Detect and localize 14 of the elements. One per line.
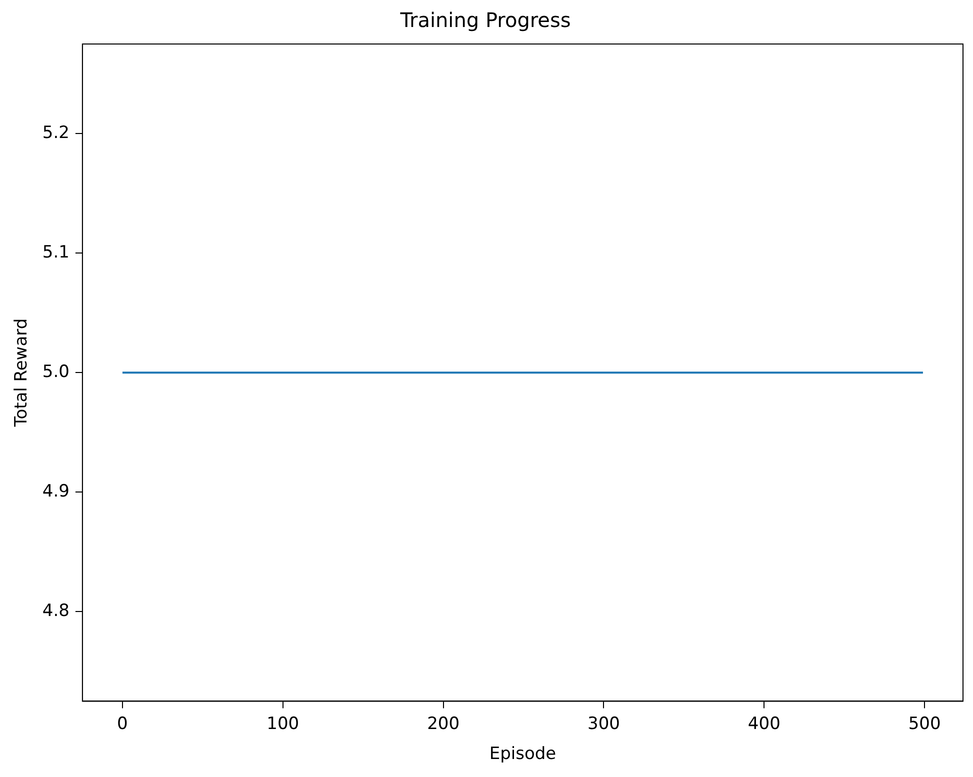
- y-axis-title: Total Reward: [12, 318, 32, 428]
- y-tick-label: 5.1: [42, 242, 70, 263]
- y-tick-label: 4.9: [42, 482, 70, 502]
- y-tick-label: 5.2: [42, 123, 70, 144]
- x-tick-label: 200: [427, 714, 460, 734]
- y-tick-label: 5.0: [42, 362, 70, 382]
- y-tick-label: 4.8: [42, 601, 70, 622]
- x-tick-label: 300: [588, 714, 620, 734]
- x-tick-label: 0: [117, 714, 128, 734]
- x-tick-label: 500: [908, 714, 941, 734]
- x-axis-title: Episode: [489, 744, 556, 764]
- chart-title: Training Progress: [399, 8, 571, 32]
- x-tick-label: 400: [748, 714, 780, 734]
- x-tick-label: 100: [266, 714, 300, 734]
